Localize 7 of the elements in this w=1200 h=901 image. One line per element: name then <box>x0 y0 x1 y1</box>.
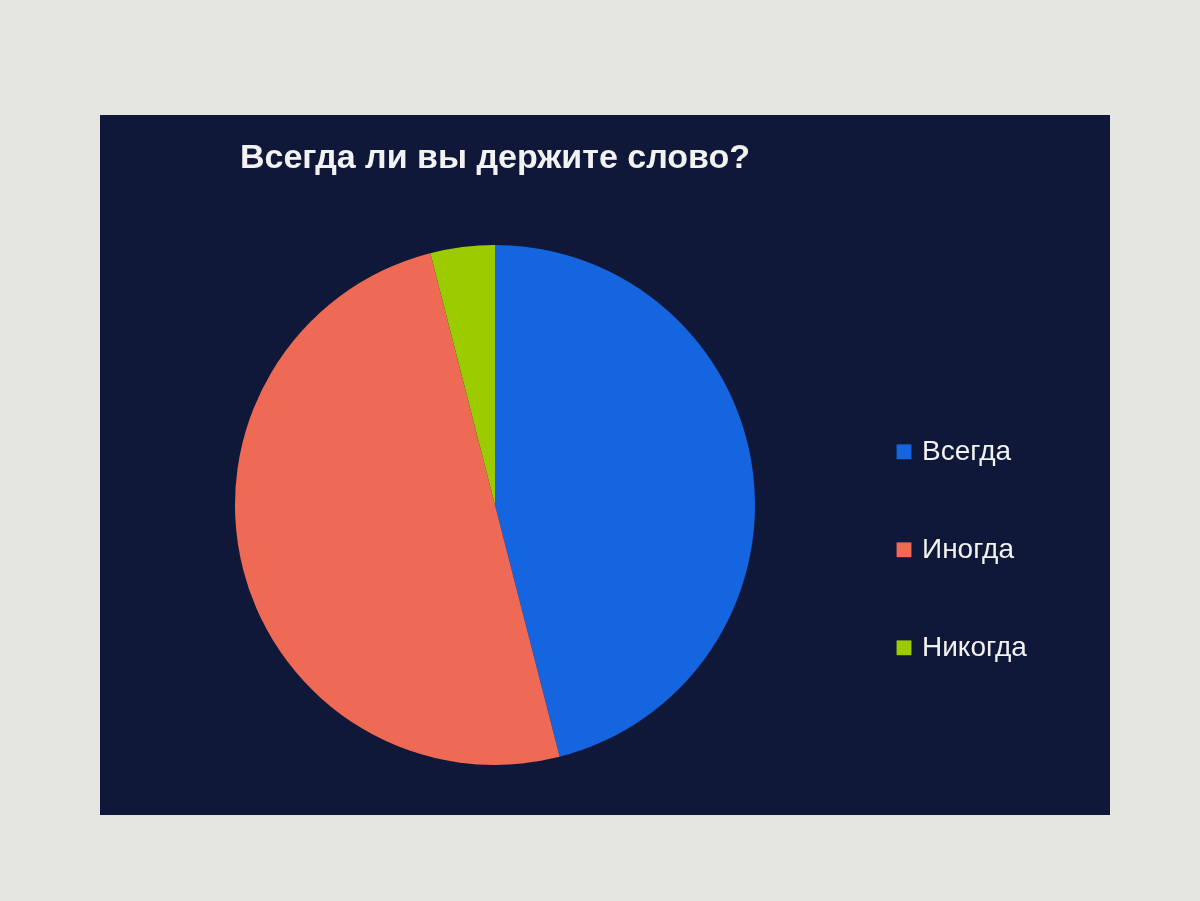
legend-label: Никогда <box>922 630 1028 662</box>
chart-title: Всегда ли вы держите слово? <box>239 137 751 175</box>
legend-label: Всегда <box>922 434 1012 466</box>
pie-slice <box>235 253 560 765</box>
pie-slice <box>495 245 755 757</box>
legend-label: Иногда <box>922 532 1015 564</box>
pie-slice <box>430 245 495 505</box>
